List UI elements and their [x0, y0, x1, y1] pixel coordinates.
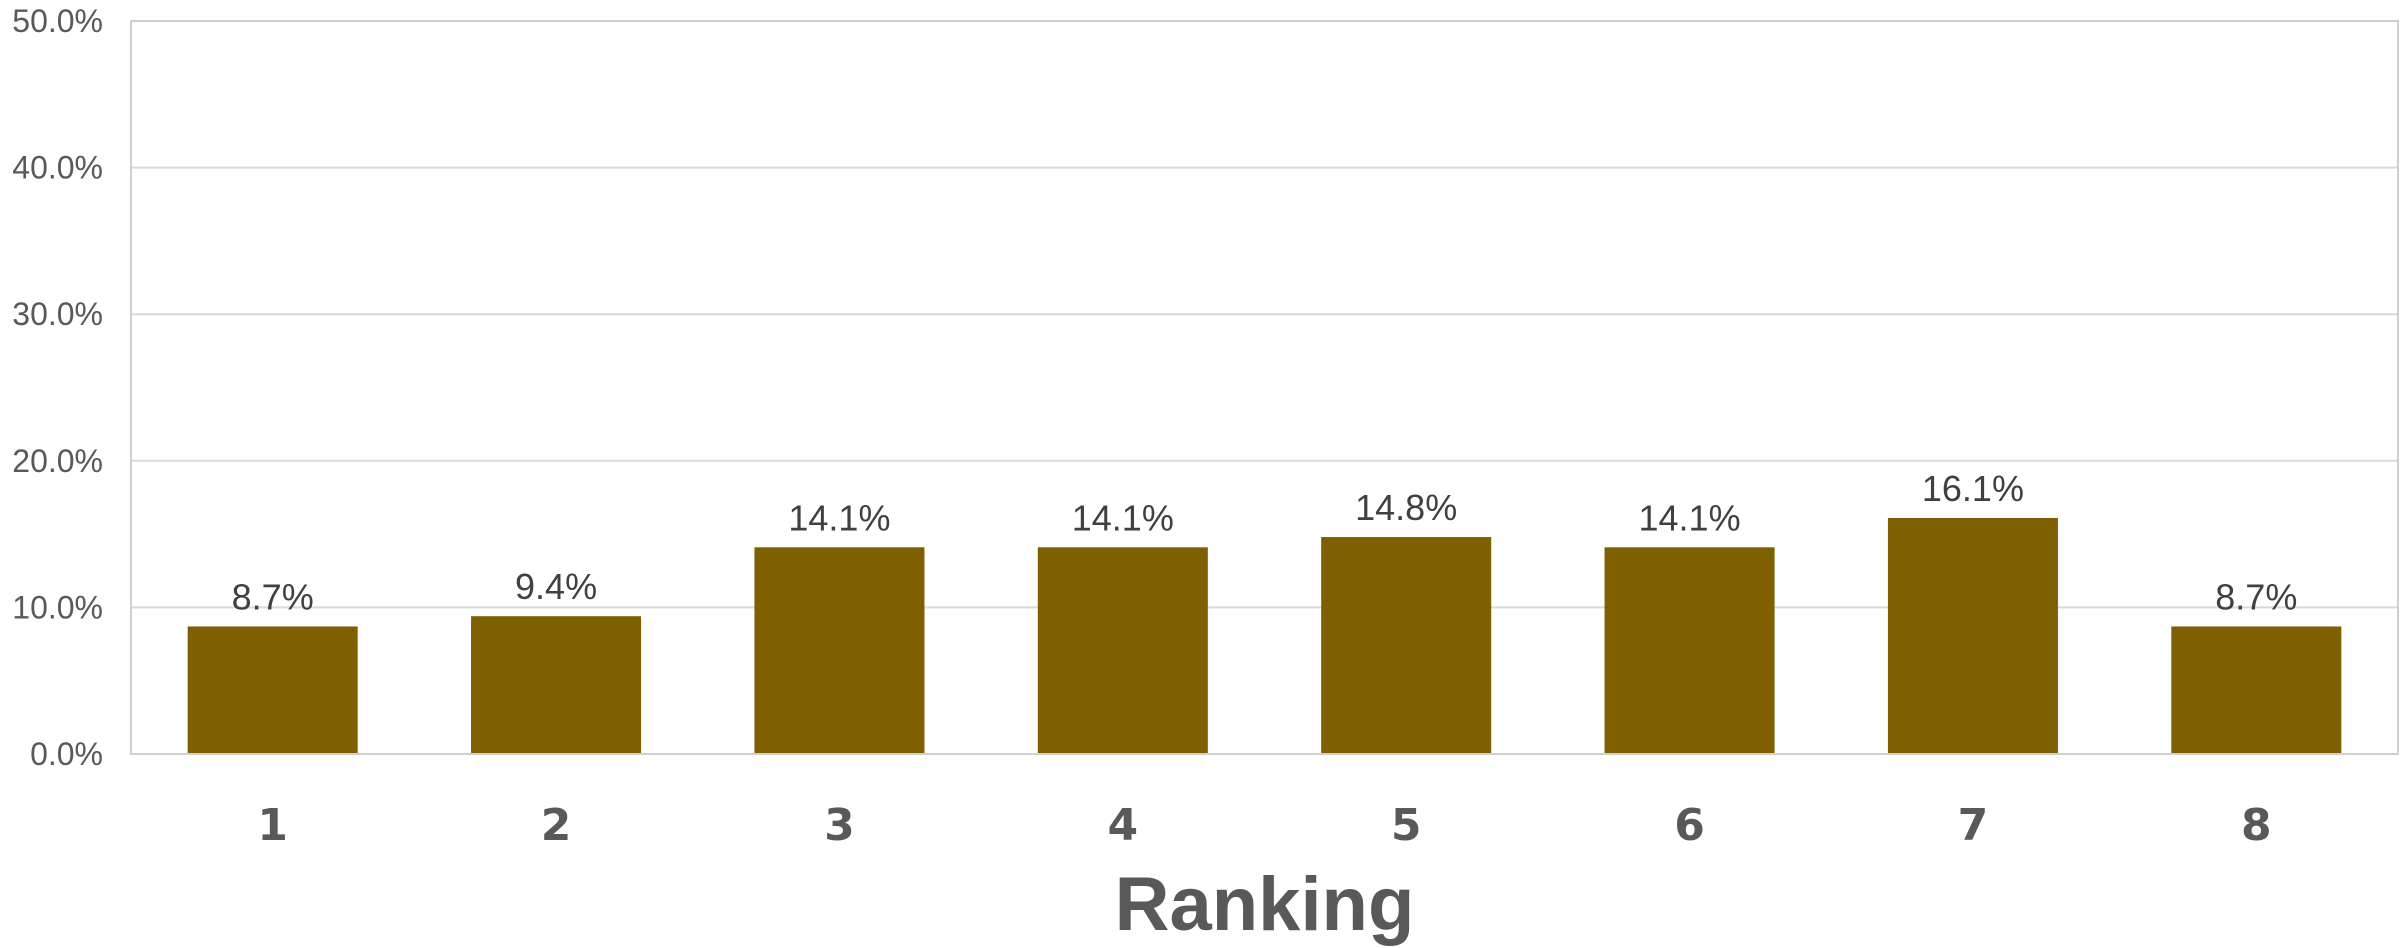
y-tick-label: 20.0%: [12, 443, 103, 479]
y-tick-label: 50.0%: [12, 3, 103, 39]
bar: [1604, 547, 1775, 754]
x-tick-label: 4: [1108, 800, 1139, 851]
data-label: 14.1%: [1639, 497, 1741, 538]
x-axis-ticks: 1 2 3 4 5 6 7 8: [257, 800, 2271, 851]
data-label: 8.7%: [2215, 576, 2297, 617]
bar: [1321, 537, 1492, 754]
bar: [1037, 547, 1208, 754]
bar: [471, 616, 642, 754]
x-tick-label: 2: [541, 800, 572, 851]
y-tick-label: 40.0%: [12, 150, 103, 186]
x-tick-label: 1: [257, 800, 288, 851]
x-tick-label: 5: [1391, 800, 1422, 851]
y-tick-label: 10.0%: [12, 589, 103, 625]
y-tick-label: 30.0%: [12, 296, 103, 332]
x-tick-label: 3: [824, 800, 855, 851]
y-axis-ticks: 0.0% 10.0% 20.0% 30.0% 40.0% 50.0%: [12, 3, 103, 772]
x-tick-label: 8: [2241, 800, 2272, 851]
x-tick-label: 7: [1958, 800, 1989, 851]
y-tick-label: 0.0%: [30, 736, 103, 772]
bar: [187, 626, 358, 754]
data-label: 8.7%: [232, 576, 314, 617]
bar: [1887, 517, 2058, 754]
data-label: 9.4%: [515, 566, 597, 607]
bars: [187, 517, 2342, 754]
x-axis-title: Ranking: [1115, 862, 1415, 947]
data-label: 14.1%: [788, 497, 890, 538]
data-label: 14.8%: [1355, 487, 1457, 528]
data-label: 14.1%: [1072, 497, 1174, 538]
data-labels: 8.7% 9.4% 14.1% 14.1% 14.8% 14.1% 16.1% 8.7%: [232, 468, 2298, 617]
data-label: 16.1%: [1922, 468, 2024, 509]
plot-area-border: [130, 20, 2399, 755]
x-tick-label: 6: [1674, 800, 1705, 851]
bar: [2171, 626, 2342, 754]
bar: [754, 547, 925, 754]
